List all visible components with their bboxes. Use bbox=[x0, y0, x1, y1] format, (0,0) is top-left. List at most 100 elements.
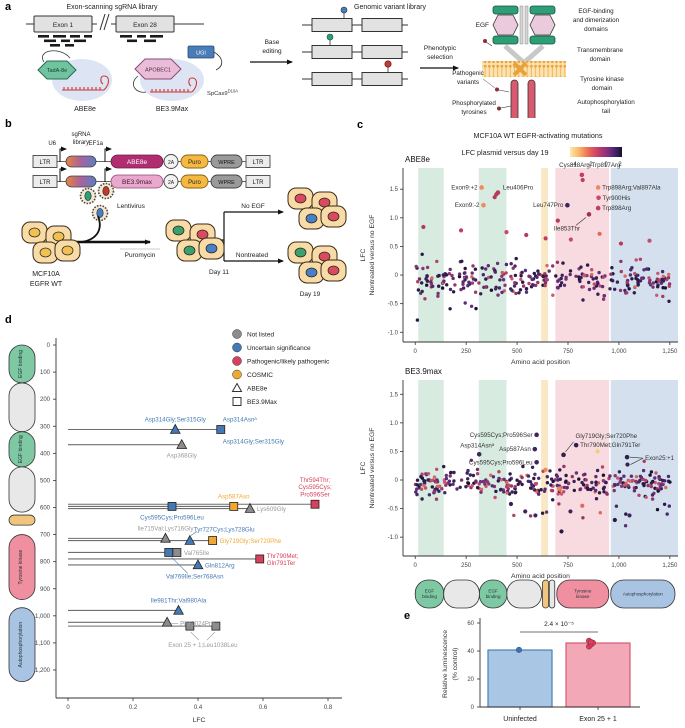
abe8e-marker bbox=[184, 534, 196, 545]
kinase-rod bbox=[527, 79, 536, 118]
labeled-point bbox=[579, 172, 585, 178]
y-axis-label: LFC bbox=[360, 248, 367, 261]
be39max-marker bbox=[185, 621, 195, 631]
lenti-construct-abe: U6 sgRNA library EF1a LTR ABE8e 2A Puro … bbox=[32, 132, 271, 169]
labeled-point bbox=[561, 452, 566, 458]
replicate-dot bbox=[516, 646, 523, 653]
y-axis-label: Relative luminescence bbox=[442, 630, 449, 698]
exon-library-title: Exon-scanning sgRNA library bbox=[66, 4, 158, 11]
legend-label: Not listed bbox=[247, 332, 274, 339]
sgrna-library-label: library bbox=[73, 140, 89, 146]
svg-text:EGF: EGF bbox=[425, 589, 435, 594]
variant-dot-green bbox=[326, 33, 334, 41]
svg-text:EGF binding: EGF binding bbox=[18, 350, 24, 378]
svg-text:1,100: 1,100 bbox=[35, 641, 51, 647]
svg-text:Asp314Asnᵃ: Asp314Asnᵃ bbox=[223, 417, 258, 424]
be39max-marker bbox=[255, 554, 265, 564]
bar-0 bbox=[487, 649, 553, 708]
apobec1-label: APOBEC1 bbox=[145, 68, 171, 74]
y-axis-label: LFC bbox=[360, 461, 367, 474]
cell-cluster-start bbox=[21, 221, 81, 264]
svg-text:Exon 25 + 1;Leu1038Leu: Exon 25 + 1;Leu1038Leu bbox=[168, 642, 238, 649]
svg-text:600: 600 bbox=[40, 506, 51, 512]
labeled-point bbox=[586, 212, 592, 217]
svg-text:20: 20 bbox=[467, 677, 474, 683]
cell-cluster-mixed bbox=[165, 219, 225, 262]
svg-text:Tyrosine: Tyrosine bbox=[574, 589, 592, 594]
cell-nucleus bbox=[294, 193, 307, 204]
svg-text:500: 500 bbox=[512, 349, 523, 355]
pathogenic-variants-label: Pathogenic bbox=[452, 70, 484, 77]
svg-text:300: 300 bbox=[40, 424, 51, 430]
svg-text:Gln791Ter: Gln791Ter bbox=[267, 560, 296, 567]
phospho-tyrosines-label: Phosphorylated bbox=[452, 100, 496, 107]
svg-text:Leu747Pro: Leu747Pro bbox=[533, 202, 564, 209]
abe8e-annotations: Exon9:+2 Leu406Pro Exon9:-2 Leu747Pro Cys818… bbox=[451, 162, 661, 232]
cell-nucleus bbox=[172, 225, 185, 236]
svg-text:Ile853Thr: Ile853Thr bbox=[554, 225, 580, 232]
cell-cluster-no_egf bbox=[287, 187, 347, 230]
phenotypic-label: selection bbox=[427, 54, 453, 61]
legend-label: Pathogenic/likely pathogenic bbox=[247, 359, 330, 366]
panel-c-title: MCF10A WT EGFR-activating mutations bbox=[474, 131, 603, 140]
be39max-cassette bbox=[110, 174, 164, 189]
cell-nucleus bbox=[327, 265, 340, 276]
be39max-annotations: Gly719Gly;Ser720Phe Cys595Cys;Pro596Ser As… bbox=[460, 432, 674, 466]
labeled-point bbox=[532, 446, 538, 452]
svg-text:200: 200 bbox=[40, 397, 51, 403]
tyrosine-kinase-domain-label: Tyrosine kinase bbox=[580, 76, 624, 83]
domain-pill bbox=[8, 382, 36, 433]
wpre-label: WPRE bbox=[218, 160, 235, 166]
domain-pill bbox=[8, 607, 36, 683]
subplot-title: BE3.9max bbox=[405, 367, 442, 376]
svg-text:Ile715Val;Lys716Gly: Ile715Val;Lys716Gly bbox=[137, 525, 194, 532]
svg-text:0.8: 0.8 bbox=[324, 705, 333, 711]
abe8e-marker bbox=[160, 532, 171, 543]
svg-text:Thr790Met;: Thr790Met; bbox=[267, 553, 299, 560]
svg-text:750: 750 bbox=[563, 563, 574, 569]
labeled-point bbox=[481, 202, 486, 208]
apobec1-hexagon bbox=[134, 58, 182, 80]
variant-library-title: Genomic variant library bbox=[354, 4, 426, 11]
bar-1 bbox=[565, 642, 631, 708]
y-axis-label: (% control) bbox=[452, 648, 459, 681]
labeled-point bbox=[565, 202, 570, 208]
sgrna-be bbox=[150, 77, 198, 93]
membrane-band bbox=[482, 61, 566, 77]
ltr-label: LTR bbox=[253, 160, 265, 166]
egf-binding-domains-label: EGF-binding bbox=[578, 8, 614, 15]
svg-text:Gly719Gly;Ser720Phe: Gly719Gly;Ser720Phe bbox=[576, 433, 638, 440]
svg-text:Val769Ile;Ser768Asn: Val769Ile;Ser768Asn bbox=[166, 573, 224, 580]
svg-text:1,000: 1,000 bbox=[611, 349, 627, 355]
autophosphorylation-tail-label: Autophosphorylation bbox=[577, 99, 635, 106]
svg-text:Exon9:+2: Exon9:+2 bbox=[451, 184, 478, 191]
svg-text:Autophosphorylation: Autophosphorylation bbox=[18, 622, 24, 668]
svg-text:Asp587Asn: Asp587Asn bbox=[499, 446, 531, 453]
exon28-box bbox=[115, 15, 175, 33]
panel-c-subtitle: LFC plasmid versus day 19 bbox=[461, 148, 548, 157]
labeled-point bbox=[534, 459, 539, 465]
svg-text:0: 0 bbox=[395, 478, 399, 484]
svg-text:Val765Ile: Val765Ile bbox=[184, 550, 210, 557]
egfr-receptor-diagram: EGF bbox=[476, 5, 566, 118]
u6-promoter-label: U6 bbox=[48, 141, 56, 147]
u6-promoter-arrow-icon bbox=[59, 146, 67, 162]
legend-label: COSMIC bbox=[247, 372, 273, 379]
abe8e-marker bbox=[169, 423, 181, 434]
labeled-point bbox=[476, 451, 482, 457]
be39max-marker bbox=[172, 548, 182, 557]
tyrosine-kinase-domain-label: domain bbox=[592, 85, 613, 92]
svg-text:binding: binding bbox=[486, 594, 501, 599]
be39max-marker bbox=[216, 425, 226, 434]
abe8e-editor-diagram: TadA-8e ABE8e bbox=[37, 50, 112, 113]
svg-text:Tyr900His: Tyr900His bbox=[603, 195, 631, 202]
svg-text:-2: -2 bbox=[587, 162, 593, 168]
svg-text:40: 40 bbox=[467, 649, 474, 655]
svg-text:Trp898Arg: Trp898Arg bbox=[602, 205, 632, 212]
p2a-circle bbox=[163, 154, 179, 169]
svg-text:Tyr727Cys;Lys728Glu: Tyr727Cys;Lys728Glu bbox=[194, 527, 255, 534]
transmembrane-domain-label: Transmembrane bbox=[577, 47, 623, 54]
p2a-label: 2A bbox=[168, 160, 175, 166]
svg-text:1.0: 1.0 bbox=[390, 216, 399, 222]
svg-text:EGF: EGF bbox=[488, 589, 498, 594]
